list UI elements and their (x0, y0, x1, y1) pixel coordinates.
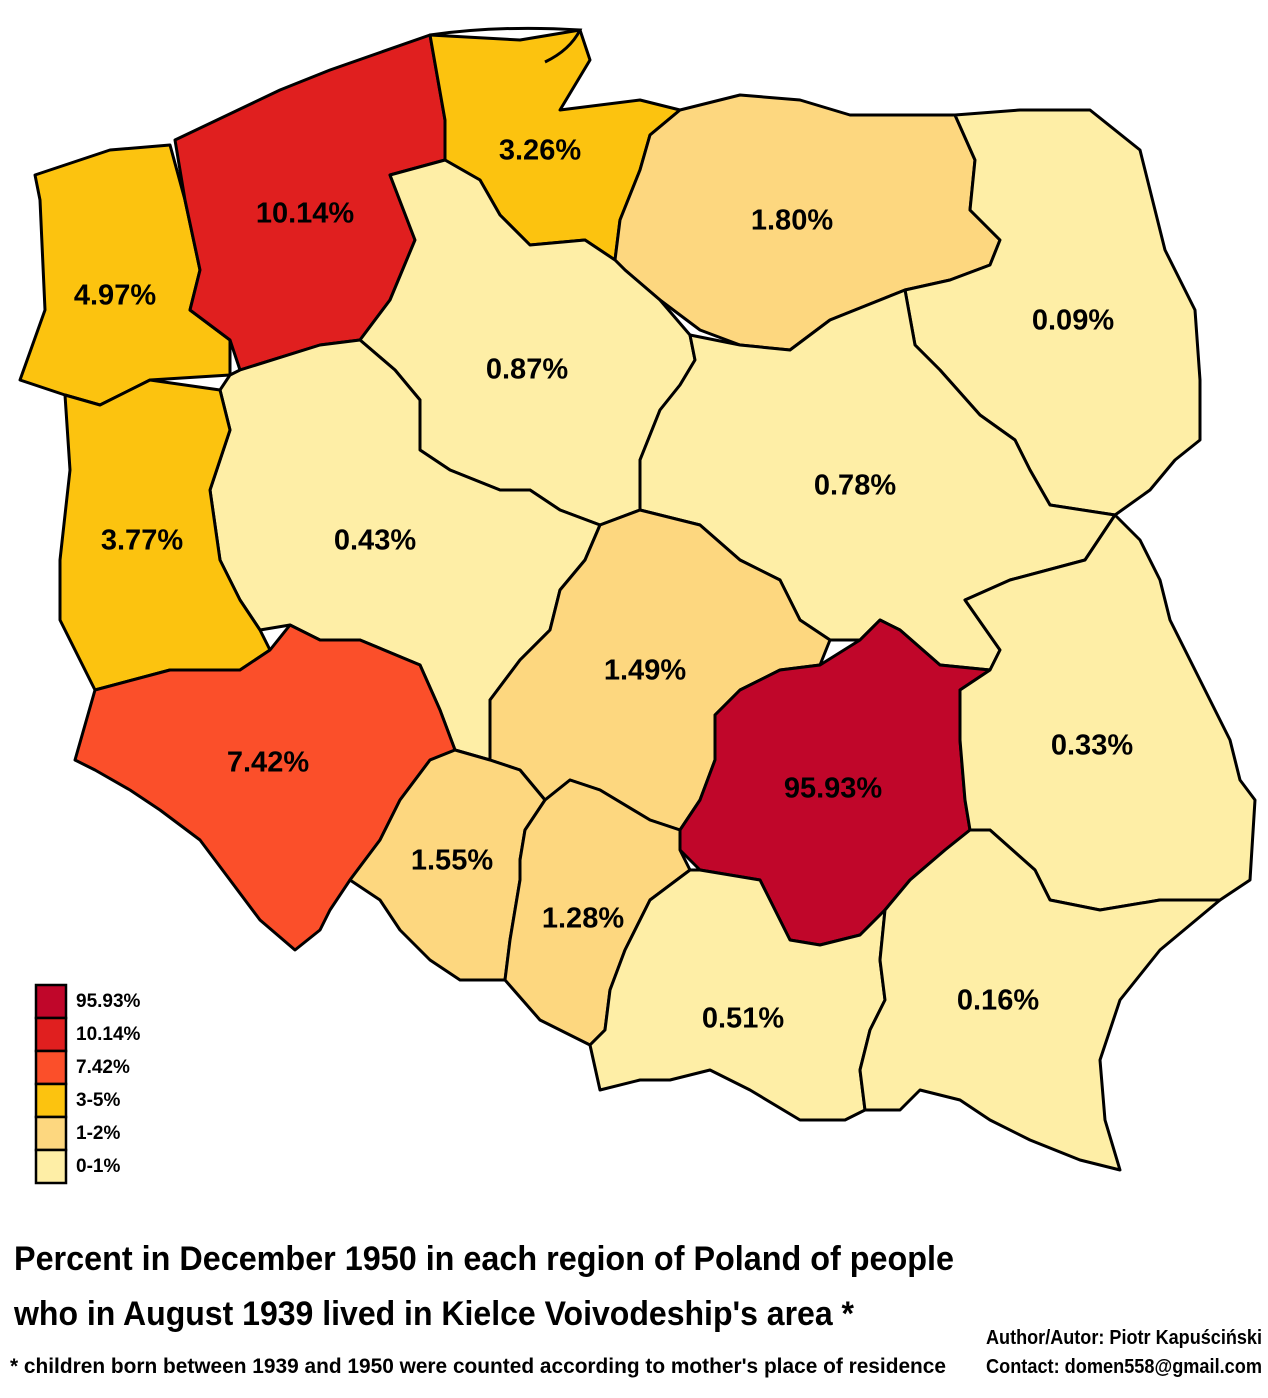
legend-swatch (34, 1115, 68, 1152)
contact: Contact: domen558@gmail.com (986, 1356, 1262, 1378)
region-label: 0.51% (702, 1003, 784, 1035)
legend-swatch (34, 1082, 68, 1119)
region-label: 1.28% (542, 903, 624, 935)
region-label: 3.77% (101, 525, 183, 557)
legend-swatch (34, 1016, 68, 1053)
region (58, 378, 272, 692)
region-label: 4.97% (74, 280, 156, 312)
legend-swatch (34, 1148, 68, 1185)
legend: 95.93% 10.14% 7.42% 3-5% 1-2% 0-1% (34, 983, 141, 1185)
region-label: 10.14% (256, 198, 355, 230)
legend-label: 7.42% (76, 1057, 130, 1078)
legend-label: 0-1% (76, 1156, 120, 1177)
region-label: 1.80% (751, 205, 833, 237)
legend-label: 10.14% (76, 1024, 141, 1045)
footnote: * children born between 1939 and 1950 we… (10, 1355, 946, 1378)
hel-peninsula (429, 26, 583, 64)
region-label: 0.33% (1051, 730, 1133, 762)
region-label: 1.55% (411, 845, 493, 877)
legend-label: 1-2% (76, 1123, 120, 1144)
region-label: 1.49% (604, 655, 686, 687)
legend-label: 3-5% (76, 1090, 120, 1111)
region-label: 0.87% (486, 354, 568, 386)
region-label: 3.26% (499, 135, 581, 167)
region (858, 828, 1222, 1172)
region-label: 0.78% (814, 470, 896, 502)
title-line: who in August 1939 lived in Kielce Voivo… (13, 1295, 855, 1333)
region-label: 0.43% (334, 525, 416, 557)
region-label: 0.09% (1032, 305, 1114, 337)
region (348, 748, 547, 982)
legend-label: 95.93% (76, 991, 141, 1012)
region-label: 0.16% (957, 985, 1039, 1017)
author: Author/Autor: Piotr Kapuściński (986, 1327, 1262, 1349)
legend-swatch (34, 1049, 68, 1086)
region-label: 7.42% (227, 747, 309, 779)
title-line: Percent in December 1950 in each region … (14, 1240, 954, 1278)
legend-swatch (34, 983, 68, 1020)
region (588, 868, 887, 1122)
regions: 4.97% 10.14% 3.26% 1.80% 0.09% 0.87% 0.78% 0.43… (18, 28, 1257, 1172)
region-label: 95.93% (784, 773, 883, 805)
